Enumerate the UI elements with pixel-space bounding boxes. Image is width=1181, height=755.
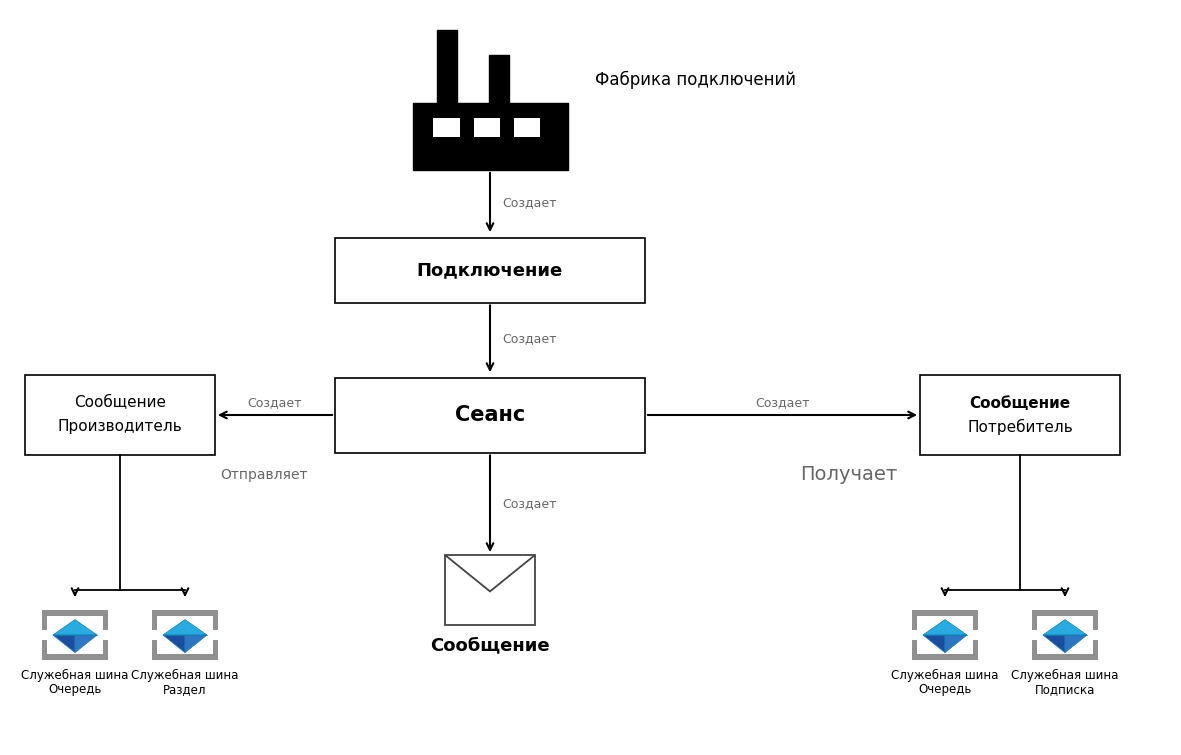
- Bar: [1032, 640, 1037, 654]
- Bar: [103, 616, 109, 630]
- Bar: [213, 616, 218, 630]
- Bar: [335, 378, 645, 452]
- Text: Фабрика подключений: Фабрика подключений: [595, 71, 796, 89]
- Bar: [1092, 616, 1098, 630]
- Text: Очередь: Очередь: [919, 683, 972, 697]
- Bar: [445, 555, 535, 625]
- Bar: [335, 238, 645, 303]
- Bar: [25, 375, 215, 455]
- Text: Создает: Создает: [248, 396, 302, 409]
- Bar: [1032, 654, 1098, 660]
- Polygon shape: [412, 30, 568, 170]
- Polygon shape: [76, 635, 97, 652]
- Bar: [103, 640, 109, 654]
- Bar: [972, 616, 978, 630]
- Bar: [41, 610, 109, 616]
- Text: Потребитель: Потребитель: [967, 419, 1072, 435]
- Bar: [1092, 640, 1098, 654]
- Polygon shape: [163, 635, 185, 652]
- Bar: [41, 640, 47, 654]
- Text: Создает: Создает: [502, 498, 556, 510]
- Polygon shape: [945, 635, 967, 652]
- Text: Сообщение: Сообщение: [430, 636, 550, 654]
- Bar: [433, 118, 459, 137]
- Text: Сообщение: Сообщение: [74, 396, 167, 411]
- Polygon shape: [924, 620, 967, 635]
- Bar: [151, 616, 157, 630]
- Bar: [151, 640, 157, 654]
- Text: Создает: Создает: [756, 396, 810, 409]
- Bar: [920, 375, 1120, 455]
- Polygon shape: [163, 620, 207, 635]
- Bar: [1032, 610, 1098, 616]
- Text: Служебная шина: Служебная шина: [1011, 668, 1118, 682]
- Text: Раздел: Раздел: [163, 683, 207, 697]
- Bar: [912, 610, 978, 616]
- Bar: [1032, 616, 1037, 630]
- Text: Сеанс: Сеанс: [455, 405, 526, 425]
- Text: Производитель: Производитель: [58, 420, 182, 434]
- Polygon shape: [53, 620, 97, 635]
- Bar: [151, 610, 218, 616]
- Text: Подключение: Подключение: [417, 261, 563, 279]
- Text: Сообщение: Сообщение: [970, 396, 1070, 411]
- Polygon shape: [1043, 620, 1087, 635]
- Bar: [514, 118, 541, 137]
- Text: Служебная шина: Служебная шина: [892, 668, 999, 682]
- Bar: [41, 654, 109, 660]
- Polygon shape: [185, 635, 207, 652]
- Bar: [151, 654, 218, 660]
- Polygon shape: [924, 635, 945, 652]
- Text: Служебная шина: Служебная шина: [131, 668, 239, 682]
- Text: Очередь: Очередь: [48, 683, 102, 697]
- Bar: [474, 118, 500, 137]
- Bar: [912, 616, 918, 630]
- Text: Отправляет: Отправляет: [220, 468, 307, 482]
- Bar: [912, 654, 978, 660]
- Bar: [972, 640, 978, 654]
- Text: Получает: Получает: [800, 466, 898, 485]
- Text: Создает: Создает: [502, 196, 556, 209]
- Polygon shape: [53, 635, 76, 652]
- Text: Подписка: Подписка: [1035, 683, 1095, 697]
- Bar: [213, 640, 218, 654]
- Polygon shape: [1065, 635, 1087, 652]
- Polygon shape: [1043, 635, 1065, 652]
- Bar: [912, 640, 918, 654]
- Text: Создает: Создает: [502, 332, 556, 345]
- Bar: [41, 616, 47, 630]
- Text: Служебная шина: Служебная шина: [21, 668, 129, 682]
